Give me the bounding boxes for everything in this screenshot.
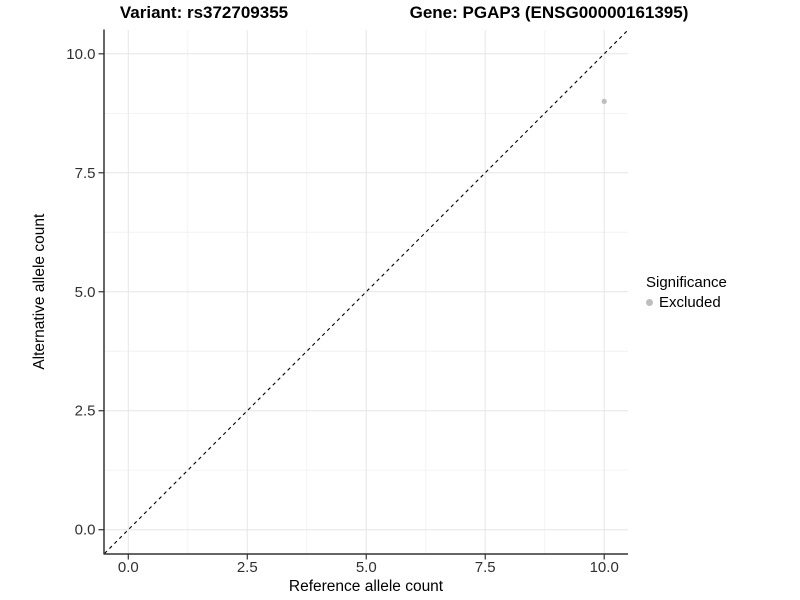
- y-tick-label: 2.5: [75, 403, 96, 420]
- y-tick-label: 7.5: [75, 165, 96, 182]
- legend-item-excluded: Excluded: [646, 294, 727, 311]
- y-axis-tick-labels: 0.0 2.5 5.0 7.5 10.0: [66, 46, 95, 539]
- x-tick-label: 10.0: [590, 559, 619, 576]
- axis-tick-marks: [98, 53, 605, 560]
- axis-lines: [103, 29, 628, 555]
- identity-reference-line: [104, 29, 629, 554]
- x-axis-title: Reference allele count: [289, 578, 444, 595]
- grid-major-lines: [104, 30, 628, 554]
- x-axis-tick-labels: 0.0 2.5 5.0 7.5 10.0: [118, 559, 619, 576]
- x-tick-label: 5.0: [356, 559, 377, 576]
- data-points: [601, 98, 607, 104]
- legend-item-label: Excluded: [659, 294, 721, 311]
- x-tick-label: 7.5: [475, 559, 496, 576]
- x-tick-label: 0.0: [118, 559, 139, 576]
- legend: Significance Excluded: [646, 274, 727, 311]
- x-tick-label: 2.5: [237, 559, 258, 576]
- y-tick-label: 0.0: [75, 522, 96, 539]
- plot-title-gene: Gene: PGAP3 (ENSG00000161395): [409, 3, 689, 22]
- y-axis-title: Alternative allele count: [31, 213, 48, 370]
- plot-title-variant: Variant: rs372709355: [119, 3, 289, 22]
- data-point: [601, 98, 607, 104]
- legend-title: Significance: [646, 274, 727, 291]
- legend-point-icon: [646, 299, 653, 306]
- y-tick-label: 10.0: [66, 46, 95, 63]
- identity-line: [104, 29, 629, 554]
- y-tick-label: 5.0: [75, 284, 96, 301]
